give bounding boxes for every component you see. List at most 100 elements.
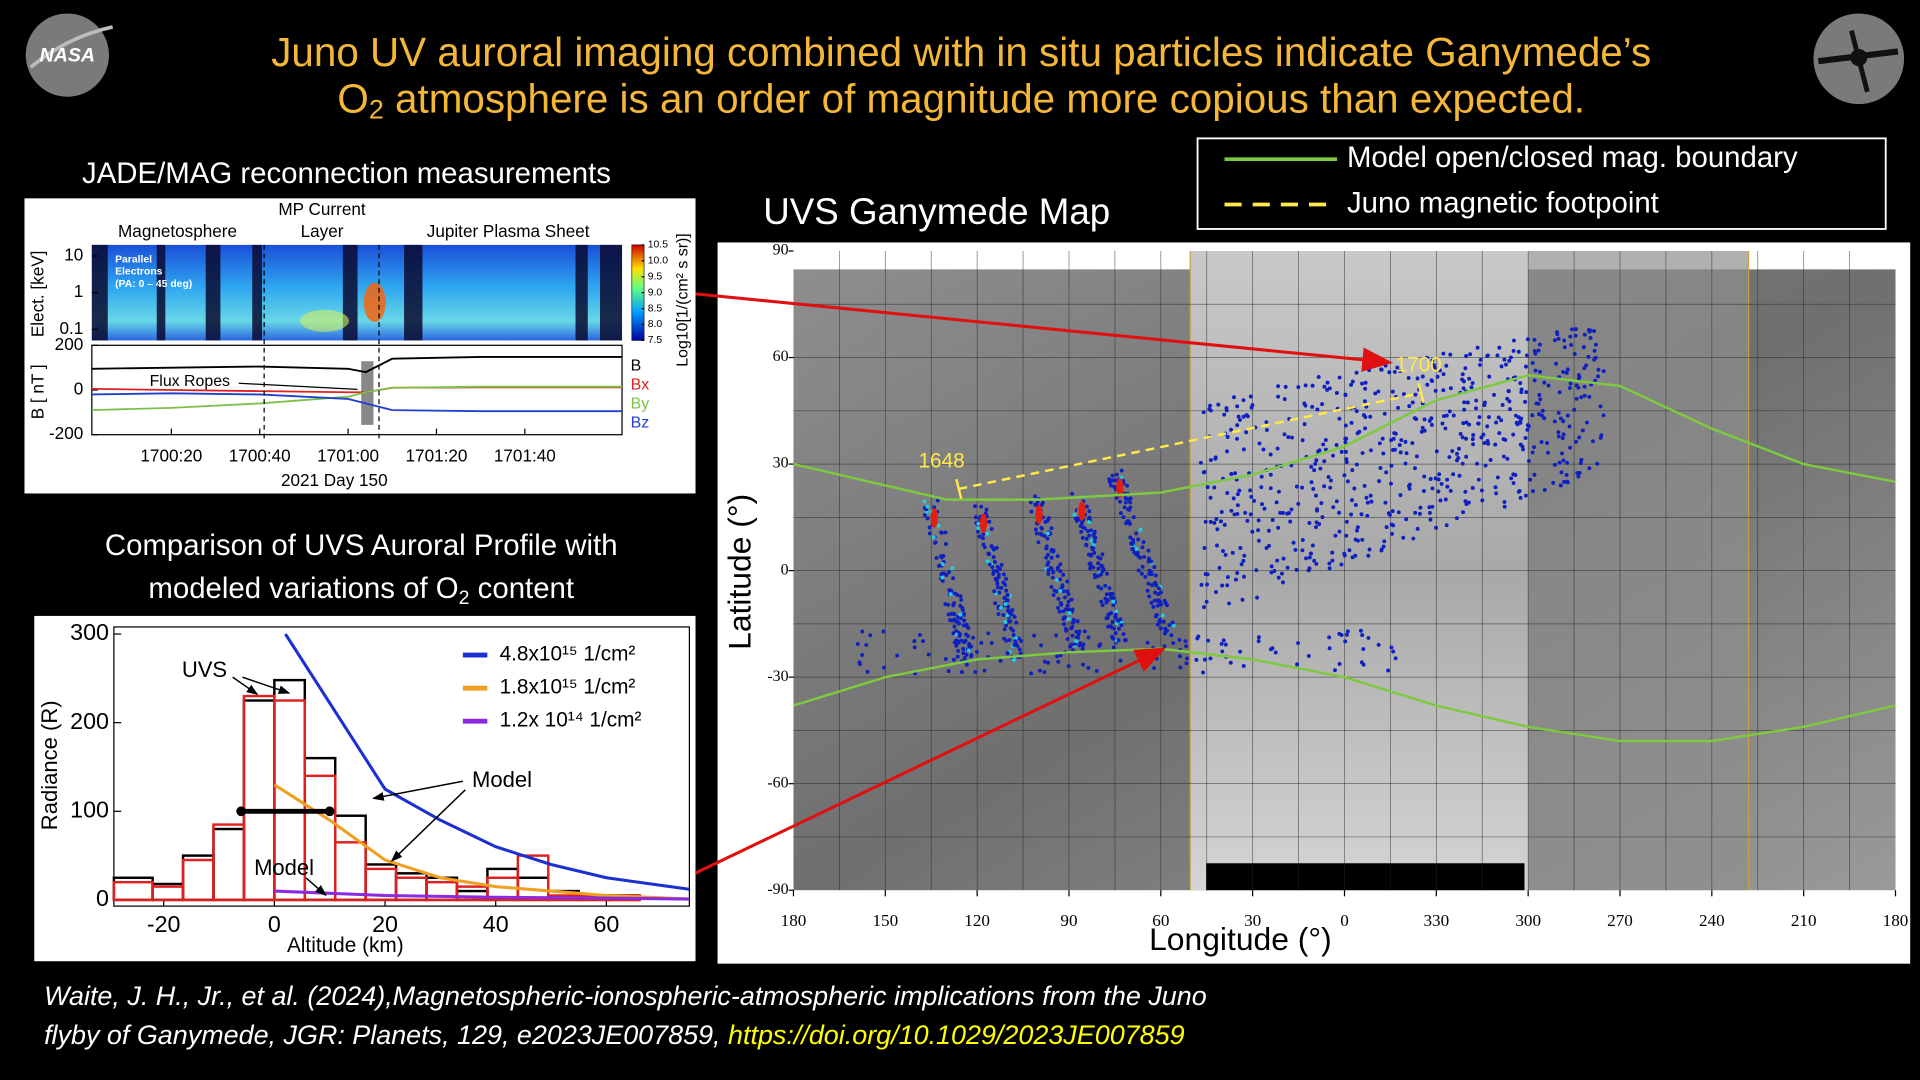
aurora-dot: [1208, 519, 1213, 524]
aurora-dot: [1064, 607, 1068, 612]
aurora-dot: [1118, 511, 1123, 516]
aurora-dot: [1274, 500, 1279, 505]
annotation: Model: [472, 767, 532, 792]
aurora-dot: [1225, 575, 1230, 580]
citation-link[interactable]: https://doi.org/10.1029/2023JE007859: [728, 1020, 1185, 1050]
x-tick-label: 300: [1515, 911, 1541, 930]
aurora-dot: [1358, 628, 1363, 633]
citation: Waite, J. H., Jr., et al. (2024),Magneto…: [44, 981, 1207, 1011]
x-axis-label: 2021 Day 150: [281, 470, 388, 490]
aurora-dot: [1565, 479, 1570, 484]
aurora-dot: [1275, 558, 1280, 563]
aurora-dot: [1005, 613, 1010, 618]
aurora-dot: [1366, 553, 1371, 558]
aurora-dot: [1159, 590, 1163, 595]
region-label: Jupiter Plasma Sheet: [427, 221, 590, 241]
aurora-dot: [1061, 589, 1066, 594]
aurora-dot: [1038, 668, 1042, 673]
aurora-dot: [1113, 615, 1118, 620]
aurora-dot: [1058, 577, 1063, 582]
aurora-dot: [1252, 498, 1257, 503]
aurora-dot: [1344, 533, 1349, 538]
aurora-dot: [1532, 378, 1537, 383]
aurora-dot: [1096, 561, 1101, 566]
pointer-arrow: [695, 292, 1393, 372]
aurora-dot: [1601, 369, 1606, 374]
aurora-dot: [1559, 451, 1564, 456]
aurora-dot: [1045, 531, 1050, 536]
aurora-dot: [1096, 566, 1101, 571]
aurora-dot: [999, 562, 1004, 567]
aurora-dot: [1139, 571, 1144, 576]
aurora-dot: [1061, 572, 1066, 577]
aurora-dot: [1054, 589, 1059, 594]
aurora-dot: [1554, 361, 1559, 366]
aurora-dot: [1151, 604, 1156, 609]
aurora-dot: [1464, 436, 1468, 441]
slide-title: O2 atmosphere is an order of magnitude m…: [337, 75, 1585, 124]
legend-label: Model open/closed mag. boundary: [1347, 141, 1798, 174]
aurora-dot: [1056, 596, 1061, 601]
aurora-dot: [1511, 432, 1516, 437]
aurora-dot: [1096, 584, 1101, 589]
aurora-dot: [1574, 383, 1579, 388]
colorbar-tick-label: 9.0: [648, 287, 663, 298]
aurora-dot: [940, 575, 945, 580]
aurora-dot: [956, 648, 961, 653]
aurora-dot: [1407, 482, 1412, 487]
aurora-dot: [1350, 468, 1355, 473]
aurora-dot: [1511, 472, 1516, 477]
y-axis-label: Elect. [keV]: [28, 251, 48, 338]
aurora-dot: [1153, 590, 1157, 595]
aurora-dot: [1238, 546, 1243, 550]
aurora-dot: [1556, 336, 1561, 341]
aurora-dot: [1051, 592, 1056, 597]
aurora-dot: [958, 603, 963, 608]
aurora-dot: [1464, 420, 1469, 425]
aurora-dot: [860, 629, 865, 634]
aurora-dot: [1018, 651, 1023, 656]
aurora-dot: [1076, 632, 1081, 637]
aurora-dot: [1141, 540, 1146, 545]
aurora-dot: [1355, 431, 1360, 436]
aurora-dot: [1084, 542, 1089, 547]
aurora-dot: [1568, 445, 1573, 450]
aurora-dot: [1225, 435, 1230, 439]
aurora-dot: [1344, 519, 1349, 524]
aurora-dot: [1601, 413, 1606, 418]
aurora-dot: [1235, 436, 1240, 441]
aurora-dot: [1233, 471, 1237, 476]
aurora-dot: [1106, 624, 1111, 629]
aurora-dot: [1153, 614, 1158, 619]
aurora-dot: [1441, 372, 1446, 377]
aurora-dot: [1438, 498, 1443, 503]
aurora-dot: [980, 536, 985, 541]
aurora-dot: [1421, 489, 1426, 493]
aurora-dot: [1235, 503, 1240, 508]
aurora-dot: [1042, 659, 1047, 664]
aurora-dot: [1162, 598, 1167, 603]
x-tick-label: 60: [1152, 911, 1169, 930]
aurora-dot: [1337, 529, 1342, 534]
aurora-dot: [946, 669, 951, 674]
aurora-dot: [1546, 383, 1551, 388]
aurora-dot: [1495, 475, 1500, 480]
aurora-dot: [962, 618, 967, 623]
aurora-dot: [1592, 329, 1597, 333]
aurora-dot: [1493, 485, 1498, 490]
aurora-dot: [1433, 388, 1438, 393]
aurora-dot: [1475, 461, 1480, 466]
aurora-dot: [1167, 623, 1172, 627]
aurora-dot: [1382, 411, 1387, 416]
aurora-dot: [961, 623, 966, 628]
aurora-dot: [1428, 477, 1433, 481]
aurora-dot: [1121, 632, 1126, 637]
aurora-dot: [1184, 661, 1189, 666]
aurora-dot: [1269, 564, 1274, 569]
aurora-dot: [1516, 349, 1521, 354]
aurora-dot: [1282, 432, 1287, 437]
aurora-dot: [1224, 408, 1229, 413]
aurora-dot: [1530, 413, 1535, 418]
aurora-dot: [1502, 499, 1507, 504]
title-text: O: [337, 75, 368, 121]
